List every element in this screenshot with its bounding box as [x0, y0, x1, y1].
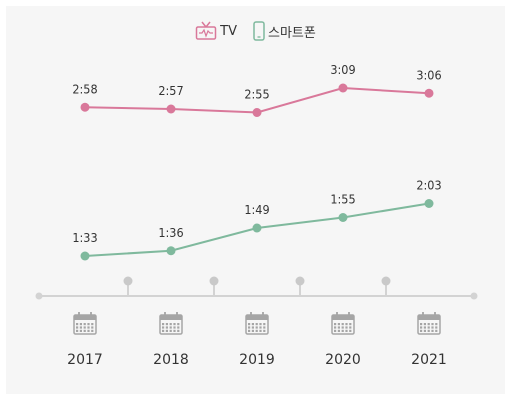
- data-point-tv: [338, 83, 348, 93]
- legend-item-smartphone: 스마트폰: [253, 21, 316, 41]
- timeline-end-dot: [35, 292, 43, 300]
- calendar-icon: [417, 312, 441, 335]
- x-tick-label: 2017: [67, 352, 103, 368]
- data-label-tv: 3:06: [416, 67, 441, 82]
- data-label-tv: 2:57: [158, 83, 183, 98]
- legend-label-tv: TV: [220, 23, 237, 39]
- data-point-smartphone: [80, 251, 90, 261]
- data-point-smartphone: [166, 246, 176, 256]
- data-point-tv: [80, 102, 90, 112]
- calendar-icon: [331, 312, 355, 335]
- data-point-smartphone: [338, 213, 348, 222]
- timeline-pin-head: [295, 276, 305, 286]
- timeline-pin-head: [381, 276, 391, 286]
- data-point-tv: [252, 108, 262, 117]
- data-point-smartphone: [424, 199, 434, 208]
- tv-icon: [195, 21, 217, 41]
- line-chart: 2017 2018 2019 2020 2021 2:58 2:57 2:55 3:09 3:06…: [35, 62, 478, 368]
- data-label-tv: 2:58: [72, 81, 97, 96]
- data-label-smartphone: 1:33: [72, 230, 97, 245]
- timeline-pin-head: [209, 276, 219, 286]
- data-label-smartphone: 1:49: [244, 202, 269, 217]
- chart-container: TV 스마트폰 2017 2018 2019 2020 2021 2:58 2:57 2:55…: [6, 6, 505, 394]
- data-point-tv: [424, 88, 434, 98]
- data-label-tv: 2:55: [244, 87, 269, 102]
- data-label-tv: 3:09: [330, 62, 355, 77]
- data-label-smartphone: 1:55: [330, 192, 355, 207]
- x-tick-label: 2020: [325, 352, 361, 368]
- smartphone-icon: [253, 21, 265, 41]
- calendar-icon: [159, 312, 183, 335]
- calendar-icon: [73, 312, 97, 335]
- x-tick-label: 2019: [239, 352, 275, 368]
- data-label-smartphone: 2:03: [416, 178, 441, 193]
- data-point-tv: [166, 104, 176, 114]
- x-tick-label: 2021: [411, 352, 447, 368]
- legend: TV 스마트폰: [6, 21, 505, 41]
- timeline-pin-head: [123, 276, 133, 286]
- calendar-icon: [245, 312, 269, 335]
- legend-item-tv: TV: [195, 21, 237, 41]
- data-point-smartphone: [252, 223, 262, 233]
- timeline-end-dot: [470, 292, 478, 300]
- x-tick-label: 2018: [153, 352, 189, 368]
- legend-label-smartphone: 스마트폰: [268, 25, 316, 41]
- data-label-smartphone: 1:36: [158, 225, 183, 240]
